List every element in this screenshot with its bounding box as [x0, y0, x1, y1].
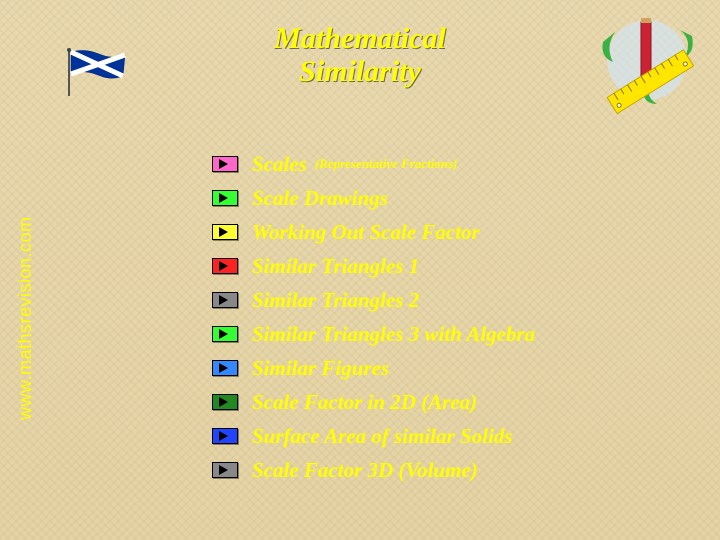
play-bullet-icon: [212, 258, 238, 274]
scotland-flag-icon: [65, 48, 131, 103]
play-bullet-icon: [212, 326, 238, 342]
menu-item[interactable]: Similar Triangles 3 with Algebra: [212, 317, 535, 351]
play-bullet-icon: [212, 190, 238, 206]
menu-item[interactable]: Similar Triangles 1: [212, 249, 535, 283]
website-url: www.mathsrevision.com: [15, 216, 36, 420]
play-bullet-icon: [212, 360, 238, 376]
menu-item-label: Scale Factor in 2D (Area): [252, 390, 477, 415]
menu-item[interactable]: Similar Triangles 2: [212, 283, 535, 317]
menu-item-label: Similar Triangles 1: [252, 254, 419, 279]
menu-item[interactable]: Scale Drawings: [212, 181, 535, 215]
menu-item[interactable]: Surface Area of similar Solids: [212, 419, 535, 453]
menu-item-label: Similar Figures: [252, 356, 389, 381]
play-bullet-icon: [212, 428, 238, 444]
play-bullet-icon: [212, 292, 238, 308]
menu-item-label: Working Out Scale Factor: [252, 220, 480, 245]
menu-item-label: Scales: [252, 152, 307, 177]
page-title: Mathematical Similarity: [160, 22, 560, 88]
menu-item[interactable]: Scale Factor in 2D (Area): [212, 385, 535, 419]
menu-item[interactable]: Similar Figures: [212, 351, 535, 385]
menu-item-label: Similar Triangles 3 with Algebra: [252, 322, 535, 347]
title-line-2: Similarity: [160, 55, 560, 88]
topic-menu: Scales (Representative Fractions) Scale Dr…: [212, 147, 535, 487]
menu-item[interactable]: Scales (Representative Fractions): [212, 147, 535, 181]
menu-item-label: Scale Factor 3D (Volume): [252, 458, 478, 483]
menu-item-label: Scale Drawings: [252, 186, 388, 211]
play-bullet-icon: [212, 462, 238, 478]
menu-item[interactable]: Scale Factor 3D (Volume): [212, 453, 535, 487]
title-line-1: Mathematical: [160, 22, 560, 55]
play-bullet-icon: [212, 394, 238, 410]
play-bullet-icon: [212, 156, 238, 172]
menu-item-label: Similar Triangles 2: [252, 288, 419, 313]
menu-item[interactable]: Working Out Scale Factor: [212, 215, 535, 249]
ruler-pencil-icon: [595, 12, 700, 122]
play-bullet-icon: [212, 224, 238, 240]
menu-item-sublabel: (Representative Fractions): [315, 156, 458, 172]
menu-item-label: Surface Area of similar Solids: [252, 424, 513, 449]
